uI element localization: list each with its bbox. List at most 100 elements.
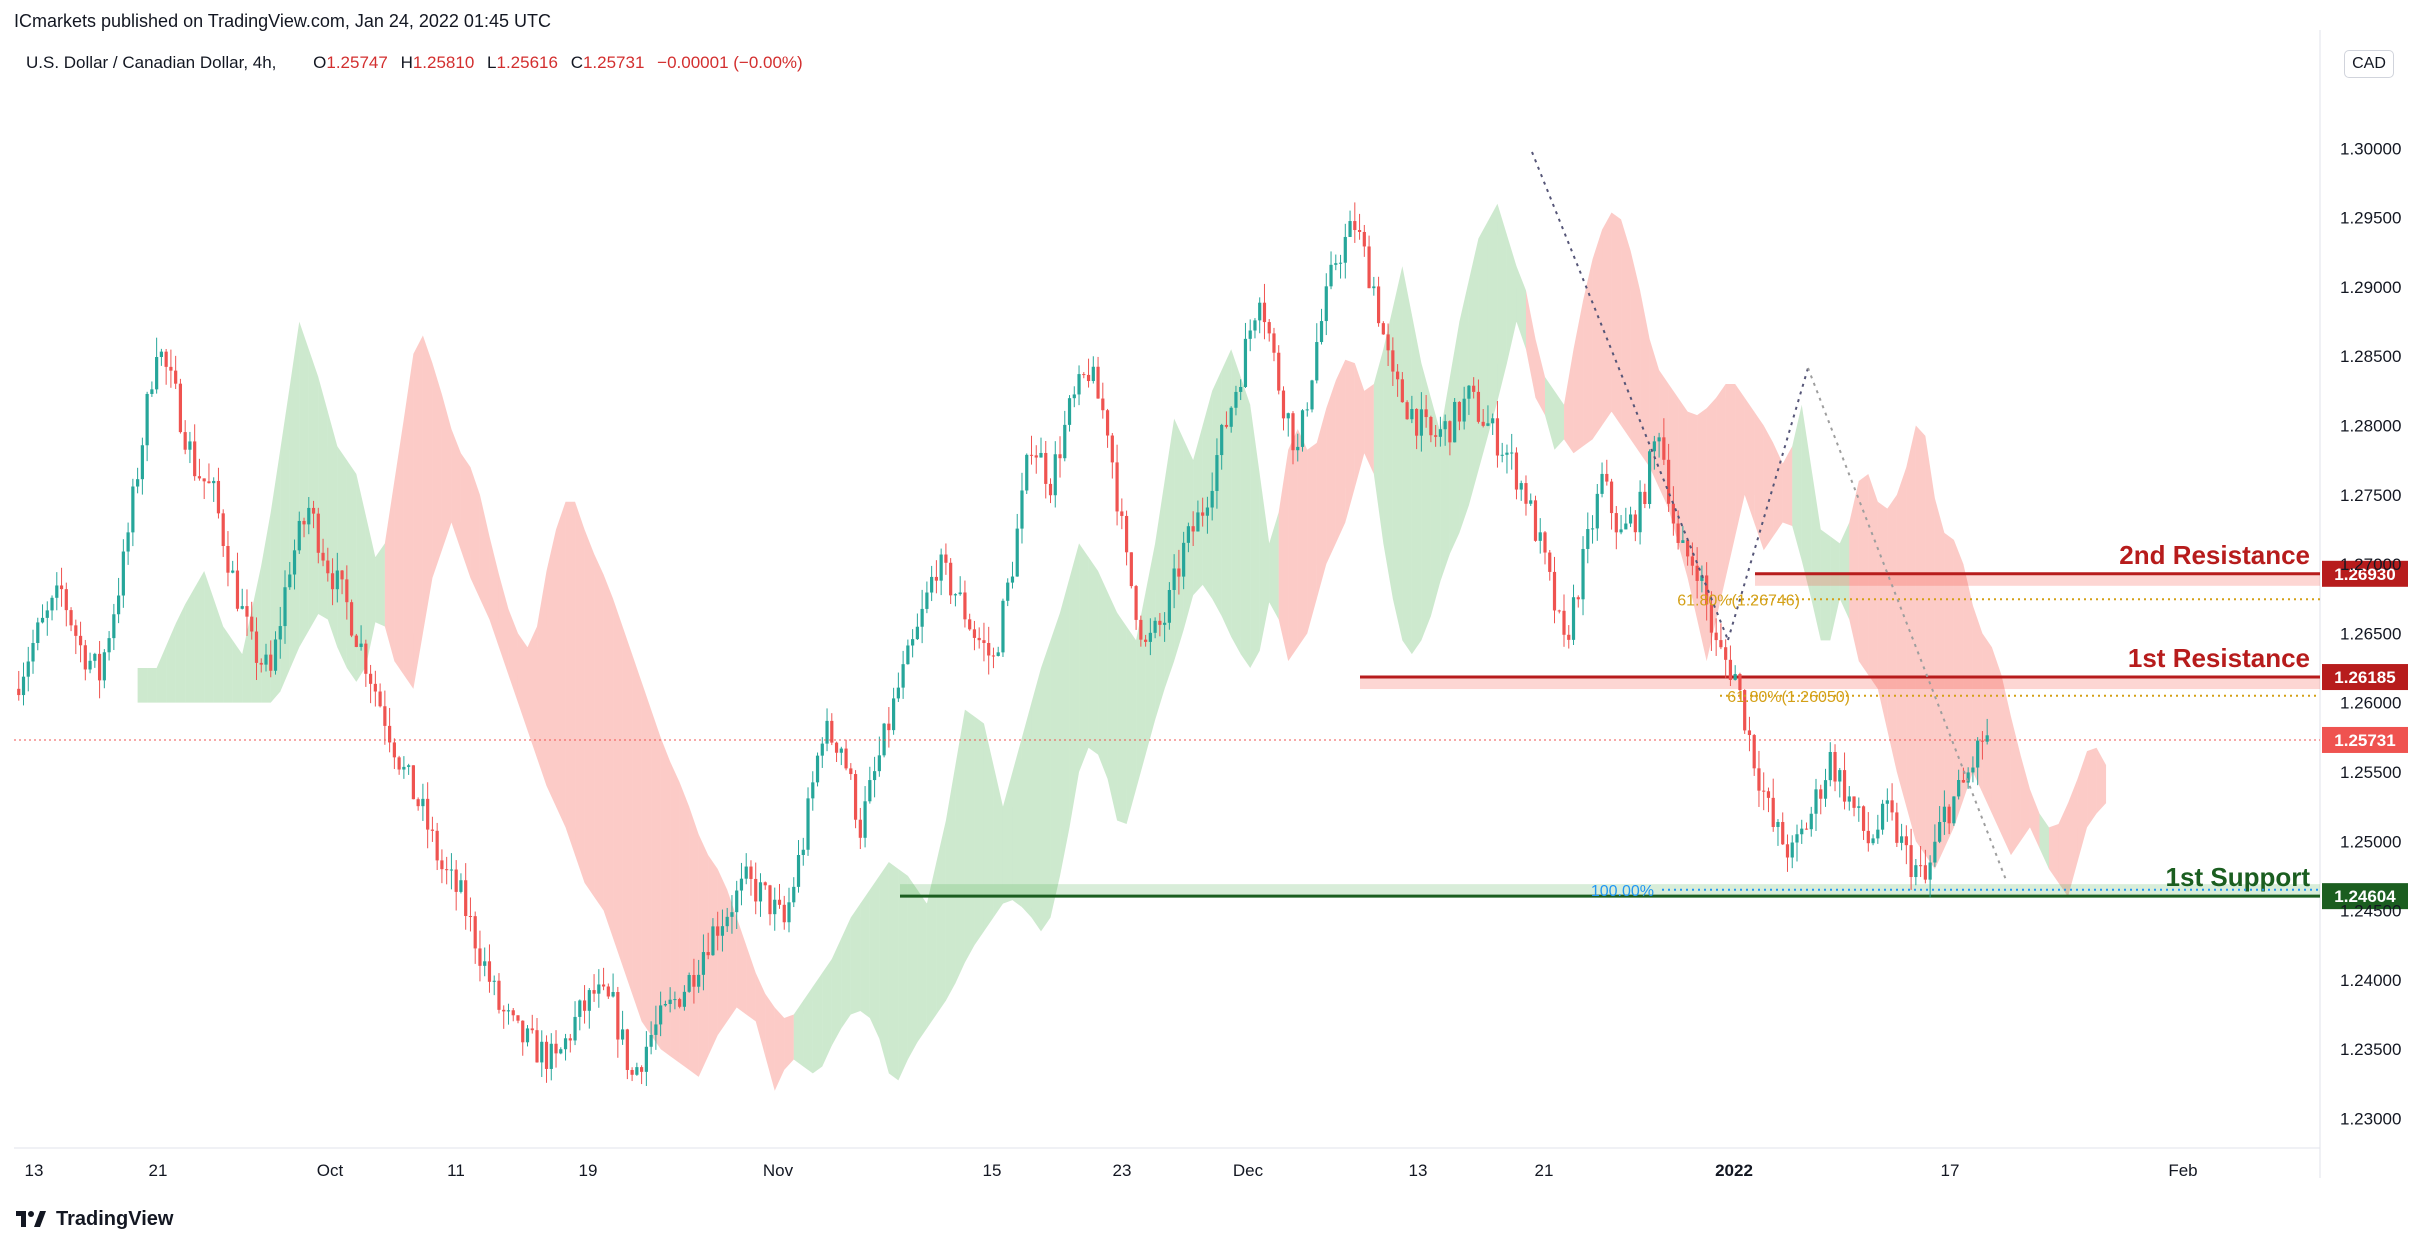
bull-candle <box>1600 473 1604 494</box>
fib-level-label: 100.00% <box>1591 883 1654 900</box>
bullish-cloud-segment <box>1155 480 1165 721</box>
bearish-cloud-segment <box>1583 259 1593 447</box>
bear-candle <box>1662 437 1666 460</box>
bear-candle <box>426 798 430 830</box>
bearish-cloud-segment <box>537 571 547 786</box>
bear-candle <box>716 926 720 936</box>
symbol-label[interactable]: U.S. Dollar / Canadian Dollar, 4h, <box>26 53 277 72</box>
bear-candle <box>972 629 977 638</box>
bearish-cloud-segment <box>1364 383 1374 475</box>
bull-candle <box>1091 366 1095 382</box>
bear-candle <box>1714 632 1718 641</box>
bullish-cloud-segment <box>299 321 309 648</box>
last-price-tag <box>2322 726 2408 753</box>
change-value: −0.00001 (−0.00%) <box>657 53 803 72</box>
bull-candle <box>117 595 121 615</box>
price-tag-value: 1.26185 <box>2334 668 2395 687</box>
bear-candle <box>1852 796 1856 808</box>
bullish-cloud-segment <box>1421 363 1431 641</box>
bullish-cloud-segment <box>983 723 994 932</box>
y-tick-label: 1.27000 <box>2340 555 2401 574</box>
y-tick-label: 1.24000 <box>2340 971 2401 990</box>
bear-candle <box>1909 845 1913 878</box>
bear-candle <box>1890 800 1894 813</box>
bear-candle <box>1738 674 1742 691</box>
bearish-cloud-segment <box>2068 778 2078 897</box>
bear-candle <box>1947 806 1951 824</box>
bullish-cloud-segment <box>917 889 927 1043</box>
bear-candle <box>478 948 482 966</box>
bullish-cloud-segment <box>936 820 946 1015</box>
bull-candle <box>88 660 92 670</box>
bearish-cloud-segment <box>498 574 509 675</box>
bullish-cloud-segment <box>2039 813 2049 869</box>
y-tick-label: 1.26500 <box>2340 624 2401 643</box>
bull-candle <box>278 626 282 640</box>
bull-candle <box>1153 620 1157 633</box>
bull-candle <box>1039 452 1043 458</box>
bear-candle <box>844 748 848 769</box>
bear-candle <box>1400 379 1404 403</box>
bull-candle <box>787 902 791 923</box>
price-tag <box>2322 560 2408 587</box>
bull-candle <box>1196 512 1200 532</box>
bear-candle <box>1029 454 1034 456</box>
bear-candle <box>991 655 996 657</box>
bullish-cloud-segment <box>1801 404 1812 599</box>
bull-candle <box>906 645 910 665</box>
bear-candle <box>1058 454 1062 459</box>
price-tag <box>2322 883 2408 910</box>
bullish-cloud-segment <box>1107 591 1118 821</box>
bearish-cloud-segment <box>1640 290 1650 468</box>
bear-candle <box>630 1069 634 1075</box>
bear-candle <box>763 882 767 886</box>
bullish-cloud-segment <box>185 587 195 703</box>
bear-candle <box>464 880 468 917</box>
bullish-cloud-segment <box>1098 571 1108 779</box>
bull-candle <box>45 610 49 618</box>
bear-candle <box>1576 597 1580 600</box>
bull-candle <box>40 617 45 623</box>
bear-candle <box>1543 532 1547 553</box>
bull-candle <box>1319 321 1324 343</box>
bullish-cloud-segment <box>1088 557 1099 755</box>
bear-candle <box>1609 481 1614 514</box>
bear-candle <box>1705 575 1709 605</box>
price-tag-value: 1.24604 <box>2334 887 2396 906</box>
bull-candle <box>863 801 867 838</box>
bearish-cloud-segment <box>1687 411 1698 620</box>
bull-candle <box>1505 452 1509 455</box>
bear-candle <box>1139 619 1143 640</box>
bear-candle <box>487 961 492 982</box>
bear-candle <box>378 691 382 707</box>
bull-candle <box>958 592 962 595</box>
bull-candle <box>1186 526 1190 543</box>
bearish-cloud-segment <box>1782 446 1793 526</box>
bearish-cloud-segment <box>584 529 595 897</box>
bull-candle <box>1063 424 1067 459</box>
x-tick-label: 21 <box>1535 1161 1554 1180</box>
bull-candle <box>811 782 815 799</box>
bear-candle <box>368 673 373 684</box>
bearish-cloud-segment <box>1953 539 1964 828</box>
bullish-cloud-segment <box>974 716 984 946</box>
x-tick-label: 13 <box>25 1161 44 1180</box>
currency-button[interactable]: CAD <box>2344 50 2394 78</box>
bullish-cloud-segment <box>270 449 281 703</box>
bullish-cloud-segment <box>888 862 899 1081</box>
tradingview-footer[interactable]: TradingView <box>14 1202 173 1236</box>
bear-candle <box>982 640 986 643</box>
bull-candle <box>1795 834 1799 843</box>
bear-candle <box>202 478 206 482</box>
bearish-cloud-segment <box>2029 789 2040 849</box>
bear-candle <box>1771 797 1775 827</box>
bullish-cloud-segment <box>1820 529 1831 641</box>
level-label: 1st Support <box>2166 862 2311 892</box>
bull-candle <box>915 626 919 640</box>
bullish-cloud-segment <box>1060 577 1070 876</box>
bearish-cloud-segment <box>1991 647 2002 835</box>
bearish-cloud-segment <box>660 737 671 1057</box>
bear-candle <box>544 1041 549 1069</box>
bear-candle <box>1376 286 1381 324</box>
